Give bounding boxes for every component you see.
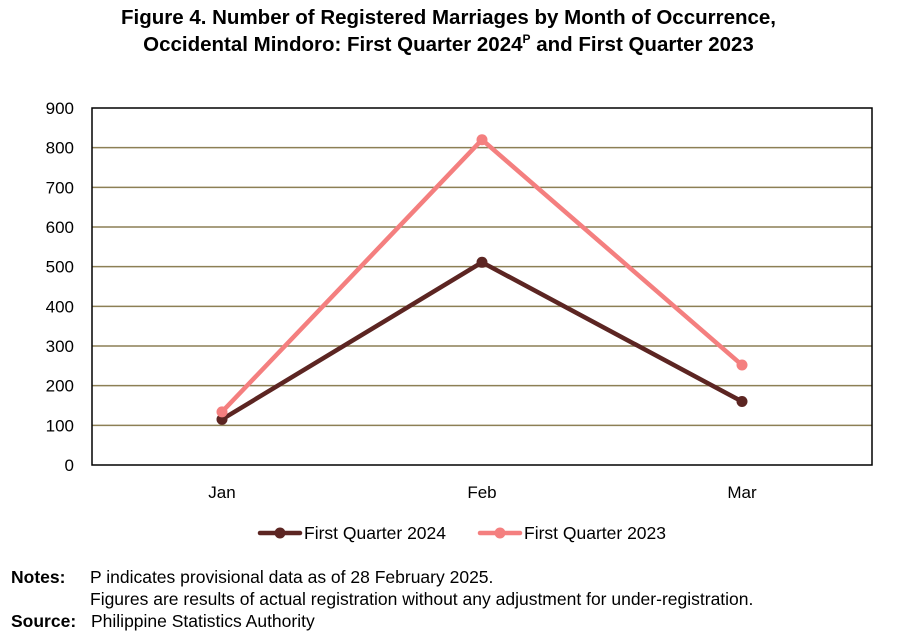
chart-title-line2-start: Occidental Mindoro: First Quarter 2024 <box>143 33 523 56</box>
data-point <box>736 396 748 408</box>
source-label: Source: <box>11 611 77 631</box>
x-tick-label: Jan <box>208 483 235 502</box>
chart-title-line2: Occidental Mindoro: First Quarter 2024P … <box>0 31 897 58</box>
x-tick-label: Mar <box>727 483 757 502</box>
data-point <box>476 256 488 268</box>
y-tick-label: 600 <box>46 218 74 237</box>
notes-line-2: Figures are results of actual registrati… <box>90 589 754 609</box>
data-point <box>476 134 488 146</box>
legend-swatch-marker <box>494 527 506 539</box>
series-line <box>219 260 745 422</box>
line-chart: 0 100 200 300 400 500 600 700 800 900 Jan Feb Mar Fir… <box>46 99 873 543</box>
y-tick-label: 100 <box>46 416 74 435</box>
y-tick-label: 900 <box>46 99 74 118</box>
legend-swatch-marker <box>274 527 286 539</box>
legend-label: First Quarter 2024 <box>304 523 446 543</box>
data-point <box>216 413 228 425</box>
data-point <box>736 359 748 371</box>
y-tick-label: 300 <box>46 337 74 356</box>
y-tick-label: 400 <box>46 297 74 316</box>
chart-title-line2-end: and First Quarter 2023 <box>536 33 754 56</box>
notes-line-1: P indicates provisional data as of 28 Fe… <box>90 567 494 587</box>
y-tick-label: 800 <box>46 139 74 158</box>
chart-title: Figure 4. Number of Registered Marriages… <box>0 4 897 58</box>
source-text: Philippine Statistics Authority <box>91 611 315 631</box>
plot-area-border <box>91 107 873 466</box>
x-tick-label: Feb <box>467 483 496 502</box>
notes-label: Notes: <box>11 567 66 587</box>
y-tick-label: 0 <box>65 456 74 475</box>
legend-label: First Quarter 2023 <box>524 523 666 543</box>
chart-title-line1: Figure 4. Number of Registered Marriages… <box>121 6 776 29</box>
y-tick-label: 700 <box>46 178 74 197</box>
provisional-superscript: P <box>522 32 531 47</box>
data-point <box>216 406 228 418</box>
y-tick-label: 500 <box>46 258 74 277</box>
y-tick-label: 200 <box>46 377 74 396</box>
